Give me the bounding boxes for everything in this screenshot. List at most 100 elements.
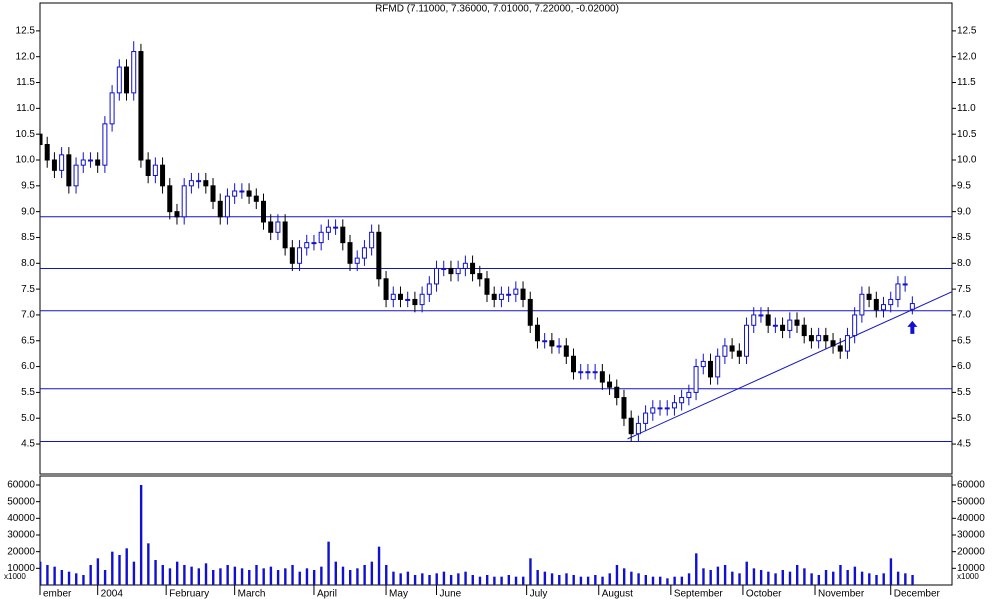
volume-bar: [846, 570, 849, 585]
y2-tick-label: 60000: [7, 480, 35, 491]
candle-body: [289, 247, 295, 264]
candle-body: [253, 195, 259, 202]
candle-body: [318, 231, 324, 244]
volume-bar: [320, 566, 323, 585]
candle-body: [73, 164, 79, 187]
candle-body: [397, 293, 403, 300]
candle-body: [260, 200, 266, 223]
y-tick-label: 7.5: [957, 284, 971, 295]
candle-body: [188, 180, 194, 187]
candle-body: [585, 371, 591, 374]
x-tick-label: May: [389, 589, 408, 599]
volume-bar: [601, 576, 604, 585]
volume-bar: [507, 575, 511, 585]
volume-bar: [262, 568, 265, 585]
candle-body: [722, 345, 728, 357]
candle-body: [686, 391, 692, 399]
y-tick-label: 12.0: [957, 51, 977, 62]
volume-bar: [464, 571, 467, 585]
candle-body: [102, 123, 108, 166]
candle-body: [455, 267, 461, 275]
volume-bar: [781, 570, 784, 585]
candle-body: [167, 185, 173, 213]
volume-bar: [327, 541, 330, 585]
candle-body: [354, 257, 360, 264]
y-tick-label: 7.5: [21, 284, 35, 295]
volume-bar: [767, 571, 770, 585]
volume-bar: [298, 571, 301, 585]
volume-bar: [413, 575, 417, 585]
volume-bar: [868, 573, 871, 585]
volume-bar: [406, 571, 410, 585]
volume-bar: [385, 565, 388, 585]
volume-bar: [40, 561, 42, 585]
candle-body: [671, 402, 677, 409]
volume-bar: [824, 570, 828, 585]
y-tick-label: 8.5: [957, 232, 971, 243]
volume-bar: [702, 568, 705, 585]
volume-bar: [514, 576, 518, 585]
candle-body: [621, 397, 627, 419]
candle-body: [246, 190, 252, 197]
volume-bar: [471, 575, 474, 585]
volume-bar: [197, 568, 201, 585]
x-tick-label: December: [894, 589, 941, 599]
candle-body: [268, 221, 274, 233]
volume-bar: [529, 558, 532, 585]
candle-body: [217, 200, 223, 218]
volume-bar: [896, 571, 900, 585]
volume-bar: [911, 575, 914, 585]
candle-body: [888, 298, 894, 306]
candle-body: [534, 324, 540, 342]
y-tick-label: 4.5: [21, 439, 35, 450]
candle-body: [405, 298, 411, 301]
volume-bar: [774, 573, 777, 585]
y2-tick-label: 30000: [7, 530, 35, 541]
candle-body: [801, 324, 807, 337]
candle-body: [823, 335, 829, 342]
candle-body: [434, 267, 440, 285]
candle-body: [145, 159, 151, 176]
candle-body: [693, 366, 699, 393]
volume-bar: [161, 565, 164, 585]
y-tick-label: 8.0: [21, 258, 35, 269]
volume-bar: [695, 553, 698, 585]
volume-bar: [666, 578, 669, 585]
volume-bar: [550, 573, 554, 585]
volume-bar: [46, 565, 49, 585]
y2-tick-label: 10000: [957, 563, 985, 574]
candle-body: [138, 51, 144, 161]
x-tick-label: 2004: [101, 589, 124, 599]
volume-bar: [204, 563, 208, 585]
candle-body: [44, 144, 50, 161]
volume-bar: [579, 576, 583, 585]
volume-bar: [536, 570, 539, 585]
volume-bar: [500, 576, 503, 585]
candle-body: [563, 345, 569, 357]
volume-bar: [659, 576, 662, 585]
candle-body: [498, 293, 504, 300]
candle-body: [477, 273, 483, 280]
candle-body: [174, 211, 180, 218]
volume-bar: [233, 566, 237, 585]
y-tick-label: 12.5: [16, 26, 36, 37]
candle-body: [772, 324, 778, 327]
y2-tick-label: 20000: [7, 546, 35, 557]
y-tick-label: 8.5: [21, 232, 35, 243]
candle-body: [80, 159, 86, 166]
x-tick-label: August: [602, 589, 633, 599]
candle-body: [520, 288, 526, 300]
volume-bar: [435, 573, 438, 585]
y2-tick-label: 40000: [957, 513, 985, 524]
y-tick-label: 10.0: [957, 155, 977, 166]
candle-body: [51, 159, 57, 171]
chart-title: RFMD (7.11000, 7.36000, 7.01000, 7.22000…: [375, 4, 619, 15]
volume-bar: [67, 571, 71, 585]
price-plot: [40, 41, 952, 442]
y-tick-label: 12.0: [16, 51, 36, 62]
volume-bar: [723, 565, 727, 585]
y-tick-label: 10.0: [16, 155, 36, 166]
candle-body: [506, 293, 512, 296]
x-tick-label: February: [169, 589, 209, 599]
